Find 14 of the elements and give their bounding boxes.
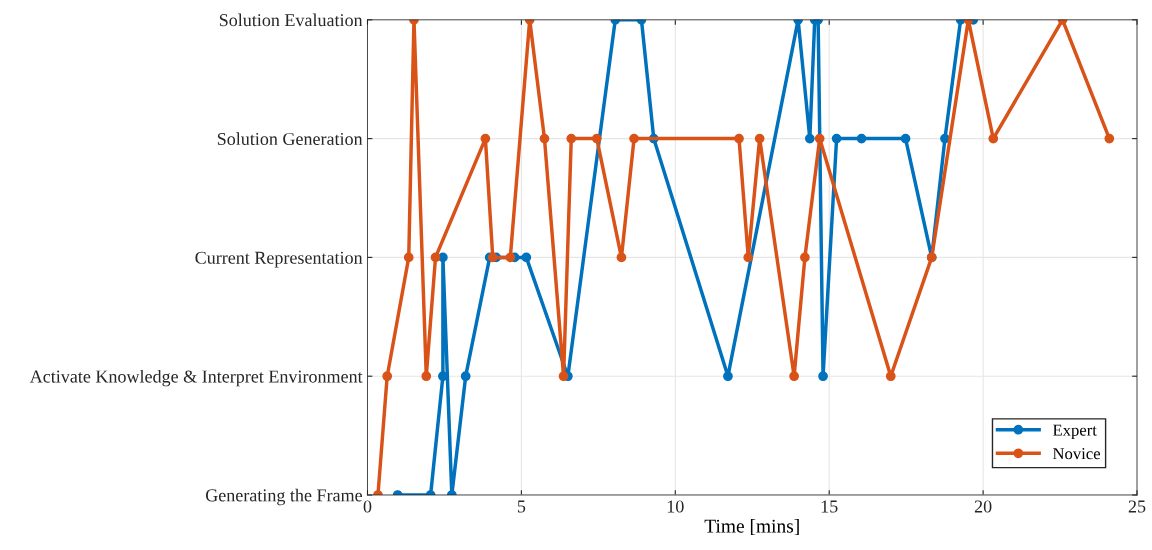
category-label: Activate Knowledge & Interpret Environment [29,369,363,387]
legend-label: Expert [1052,424,1097,440]
x-tick-label: 5 [517,500,526,513]
x-tick-label: 25 [1128,500,1146,513]
category-label: Generating the Frame [205,488,362,506]
x-tick-label: 0 [363,500,372,513]
x-tick-label: 10 [667,500,684,513]
x-axis-title: Time [mins] [704,519,799,536]
category-label: Current Representation [195,251,363,268]
category-label: Solution Generation [217,132,363,146]
x-tick-label: 20 [974,500,992,513]
legend-label: Novice [1052,448,1101,460]
x-tick-label: 15 [821,500,838,513]
category-label: Solution Evaluation [219,13,363,27]
